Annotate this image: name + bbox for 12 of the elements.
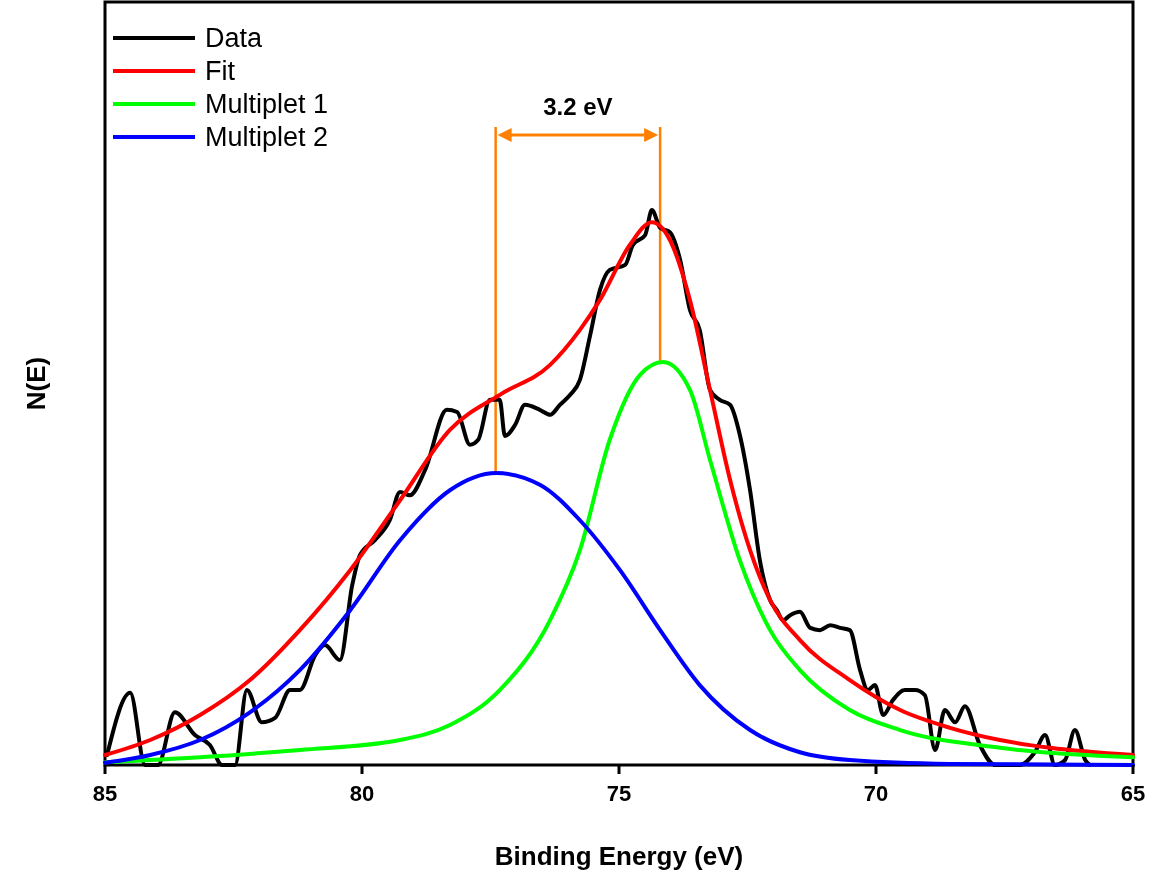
x-tick-label: 80	[349, 781, 375, 806]
legend-label: Multiplet 1	[205, 89, 329, 119]
x-tick-label: 70	[863, 781, 889, 806]
x-tick-label: 75	[606, 781, 632, 806]
text: 3.2 eV	[543, 93, 613, 120]
legend-label: Multiplet 2	[205, 122, 329, 152]
y-axis-title: N(E)	[21, 356, 51, 411]
x-tick-label: 85	[92, 781, 118, 806]
x-tick-label: 65	[1120, 781, 1146, 806]
x-axis-title: Binding Energy (eV)	[494, 841, 744, 871]
legend-label: Data	[205, 23, 264, 53]
legend-label: Fit	[205, 56, 236, 86]
